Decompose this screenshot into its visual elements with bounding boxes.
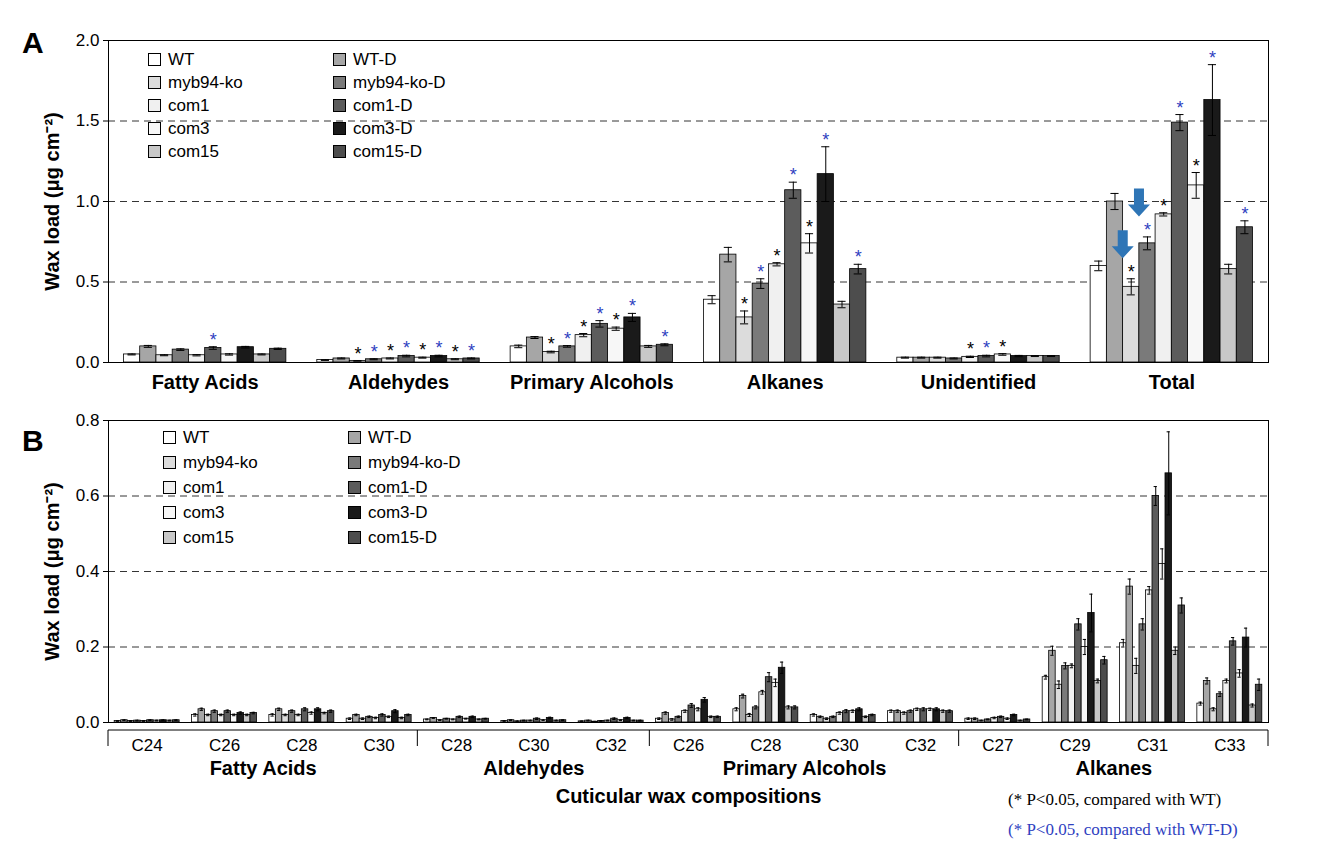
svg-text:1.0: 1.0 (76, 192, 100, 211)
svg-text:*: * (436, 338, 443, 358)
svg-text:C32: C32 (596, 736, 627, 755)
html-text:com1: com1 (168, 95, 210, 115)
svg-text:*: * (1209, 48, 1216, 68)
html-text:myb94-ko-D: myb94-ko-D (353, 72, 446, 92)
svg-text:*: * (548, 334, 555, 354)
html-text:WT: WT (183, 427, 210, 447)
svg-text:*: * (983, 338, 990, 358)
html-text:WT-D: WT-D (368, 427, 412, 447)
html-text:com3-D: com3-D (353, 118, 413, 138)
svg-text:*: * (387, 341, 394, 361)
svg-text:*: * (419, 340, 426, 360)
svg-text:*: * (452, 342, 459, 362)
svg-text:*: * (1193, 156, 1200, 176)
svg-text:*: * (661, 327, 668, 347)
html-text:A: A (22, 26, 44, 59)
svg-text:C26: C26 (209, 736, 240, 755)
svg-text:1.5: 1.5 (76, 111, 100, 130)
svg-text:Aldehydes: Aldehydes (348, 371, 449, 393)
svg-text:0.0: 0.0 (76, 353, 100, 372)
svg-text:Wax load (μg cm⁻²): Wax load (μg cm⁻²) (41, 112, 63, 291)
svg-text:C30: C30 (518, 736, 549, 755)
svg-text:0.8: 0.8 (76, 411, 100, 430)
html-text:(* P<0.05, compared with WT-D): (* P<0.05, compared with WT-D) (1008, 820, 1238, 839)
html-text:com1-D: com1-D (353, 95, 413, 115)
html-text:com1: com1 (183, 477, 225, 497)
svg-text:*: * (564, 329, 571, 349)
svg-text:*: * (1128, 262, 1135, 282)
html-text:WT-D: WT-D (353, 49, 397, 69)
svg-text:*: * (210, 330, 217, 350)
svg-text:C28: C28 (286, 736, 317, 755)
html-text:com3: com3 (183, 502, 225, 522)
svg-text:Wax load (μg cm⁻²): Wax load (μg cm⁻²) (41, 482, 63, 661)
svg-text:*: * (403, 338, 410, 358)
svg-text:*: * (596, 304, 603, 324)
svg-text:Fatty Acids: Fatty Acids (210, 757, 317, 779)
svg-text:*: * (613, 310, 620, 330)
svg-text:C30: C30 (828, 736, 859, 755)
svg-text:*: * (999, 337, 1006, 357)
svg-text:Unidentified: Unidentified (921, 371, 1037, 393)
svg-text:C24: C24 (132, 736, 163, 755)
html-text:com15-D: com15-D (368, 527, 437, 547)
svg-text:*: * (580, 317, 587, 337)
svg-text:*: * (741, 294, 748, 314)
svg-text:C32: C32 (905, 736, 936, 755)
svg-text:0.4: 0.4 (76, 562, 100, 581)
svg-text:*: * (354, 344, 361, 364)
svg-text:C27: C27 (982, 736, 1013, 755)
svg-text:C31: C31 (1137, 736, 1168, 755)
svg-text:Total: Total (1149, 371, 1195, 393)
svg-text:C29: C29 (1060, 736, 1091, 755)
svg-text:0.5: 0.5 (76, 272, 100, 291)
svg-text:*: * (774, 246, 781, 266)
svg-text:Alkanes: Alkanes (1075, 757, 1152, 779)
svg-text:Aldehydes: Aldehydes (483, 757, 584, 779)
html-text:(* P<0.05, compared with WT): (* P<0.05, compared with WT) (1008, 790, 1222, 809)
svg-text:C28: C28 (750, 736, 781, 755)
svg-text:*: * (1176, 98, 1183, 118)
svg-text:0.0: 0.0 (76, 713, 100, 732)
svg-text:C33: C33 (1214, 736, 1245, 755)
svg-text:C28: C28 (441, 736, 472, 755)
html-text:com1-D: com1-D (368, 477, 428, 497)
html-text:com3: com3 (168, 118, 210, 138)
svg-text:Cuticular wax compositions: Cuticular wax compositions (556, 785, 822, 807)
svg-text:*: * (790, 165, 797, 185)
svg-text:0.6: 0.6 (76, 486, 100, 505)
html-text:WT: WT (168, 49, 195, 69)
svg-text:Fatty Acids: Fatty Acids (152, 371, 259, 393)
svg-text:Primary Alcohols: Primary Alcohols (510, 371, 674, 393)
svg-text:C26: C26 (673, 736, 704, 755)
svg-text:*: * (757, 262, 764, 282)
svg-text:*: * (468, 341, 475, 361)
svg-text:*: * (371, 342, 378, 362)
svg-text:2.0: 2.0 (76, 31, 100, 50)
svg-text:*: * (1241, 204, 1248, 224)
html-text:com3-D: com3-D (368, 502, 428, 522)
html-text:myb94-ko-D: myb94-ko-D (368, 452, 461, 472)
svg-text:Alkanes: Alkanes (747, 371, 824, 393)
svg-text:*: * (1144, 220, 1151, 240)
svg-text:0.2: 0.2 (76, 637, 100, 656)
svg-text:Primary Alcohols: Primary Alcohols (723, 757, 887, 779)
html-text:myb94-ko: myb94-ko (168, 72, 243, 92)
html-text:com15: com15 (168, 141, 219, 161)
svg-text:*: * (855, 247, 862, 267)
svg-text:C30: C30 (364, 736, 395, 755)
html-text:com15: com15 (183, 527, 234, 547)
html-text:com15-D: com15-D (353, 141, 422, 161)
svg-text:*: * (629, 296, 636, 316)
html-text:B: B (22, 424, 44, 457)
svg-text:*: * (967, 339, 974, 359)
svg-text:*: * (822, 130, 829, 150)
svg-text:*: * (806, 217, 813, 237)
html-text:myb94-ko: myb94-ko (183, 452, 258, 472)
svg-text:*: * (1160, 196, 1167, 216)
